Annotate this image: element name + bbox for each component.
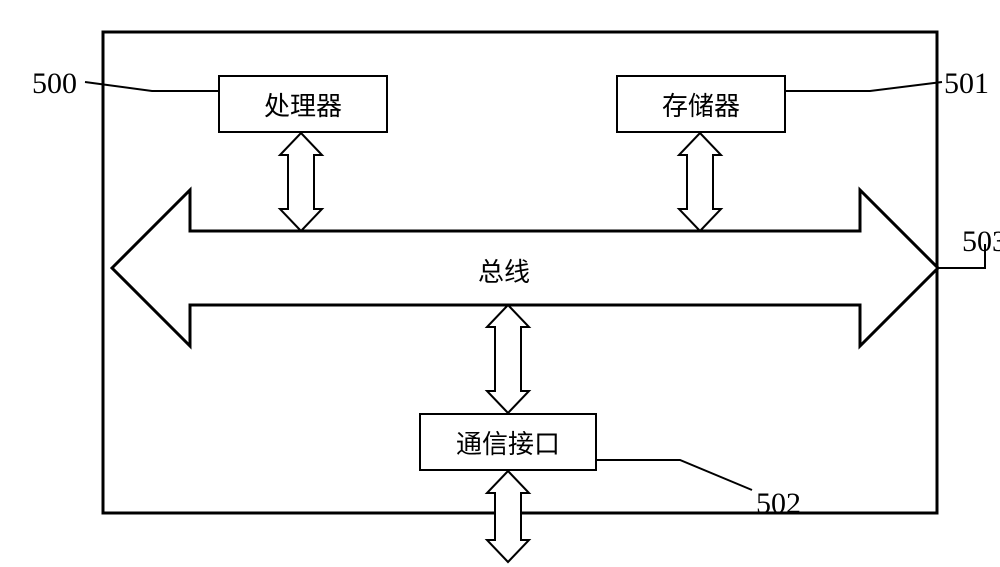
comm-label: 通信接口 [456, 424, 560, 461]
processor-label: 处理器 [264, 86, 342, 123]
processor-box: 处理器 [218, 75, 388, 133]
ref-500: 500 [32, 67, 77, 101]
ref-503: 503 [962, 225, 1000, 259]
storage-box: 存储器 [616, 75, 786, 133]
ref-502: 502 [756, 487, 801, 521]
bus-label: 总线 [478, 252, 530, 289]
comm-box: 通信接口 [419, 413, 597, 471]
ref-501: 501 [944, 67, 989, 101]
storage-label: 存储器 [662, 86, 740, 123]
